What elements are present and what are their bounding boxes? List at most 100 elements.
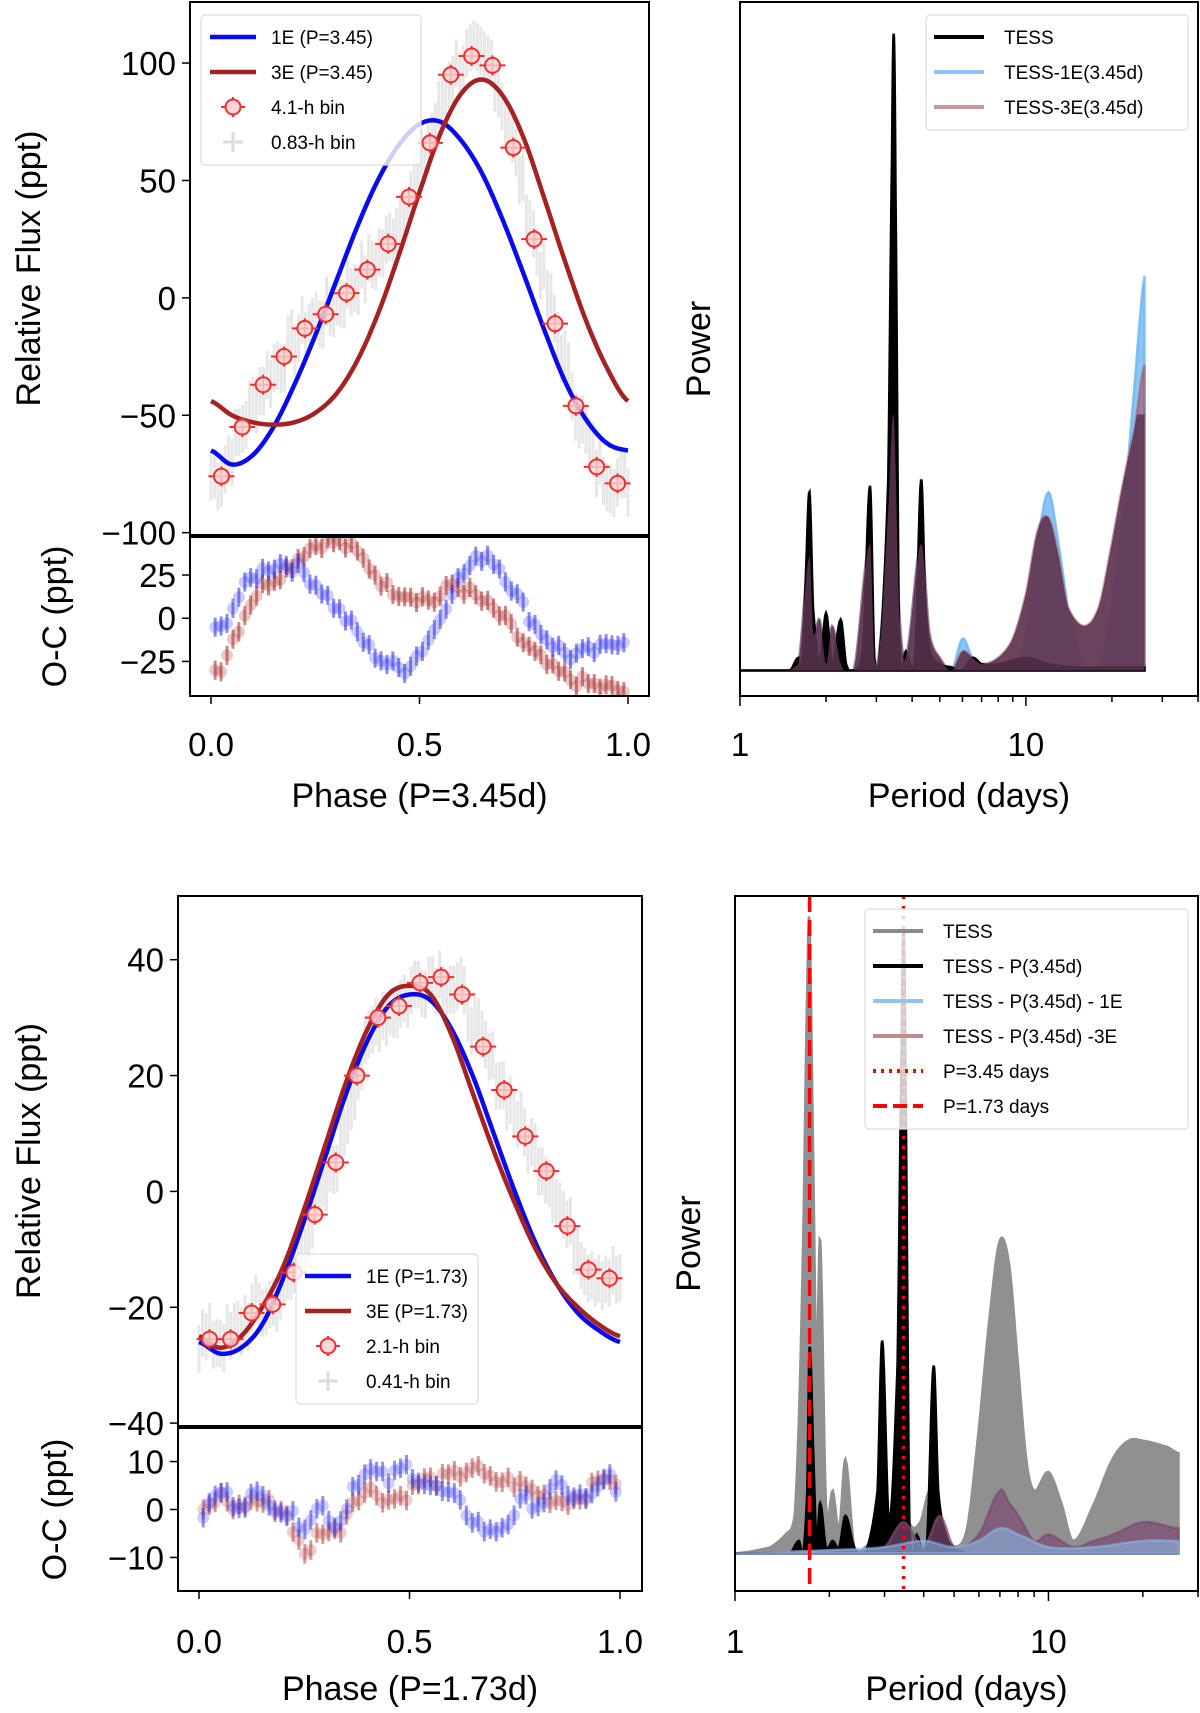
residual-point — [382, 1477, 395, 1490]
residual-point — [280, 1510, 293, 1523]
residual-point — [436, 1467, 449, 1480]
x-tick-label: 0.5 — [387, 1623, 433, 1660]
residual-point — [442, 1486, 455, 1499]
residual-point — [567, 1491, 580, 1504]
legend-item: TESS-1E(3.45d) — [934, 63, 1143, 84]
residual-point — [454, 1470, 467, 1483]
residual-point — [268, 575, 281, 588]
residual-point — [600, 637, 613, 650]
binned-point — [575, 1259, 602, 1280]
residual-point — [364, 1463, 377, 1476]
residual-point — [416, 645, 429, 658]
resid-y-tick-label: 10 — [127, 1444, 164, 1481]
residual-point — [502, 1471, 515, 1484]
residual-point — [582, 677, 595, 690]
axes-frame — [739, 1, 1199, 697]
legend-label: TESS - P(3.45d) — [943, 957, 1082, 978]
residual-point — [611, 684, 624, 696]
residual-point — [406, 1472, 419, 1485]
legend-label: 1E (P=3.45) — [271, 28, 373, 49]
residual-point — [398, 590, 411, 603]
legend: 1E (P=1.73) 3E (P=1.73) 2.1-h bin 0.41-h bi… — [295, 1253, 479, 1405]
residual-point — [478, 1467, 491, 1480]
residual-point — [538, 1496, 551, 1509]
residual-point — [490, 1525, 503, 1538]
residual-point — [309, 539, 322, 552]
residual-point — [434, 613, 447, 626]
periodogram-tess-p-3-45d-1e — [734, 1526, 1180, 1555]
residual-point — [333, 602, 346, 615]
residual-point — [463, 559, 476, 572]
residual-point — [298, 566, 311, 579]
residual-point — [221, 1485, 234, 1498]
residual-point — [215, 665, 228, 678]
binned-point-marker — [369, 1009, 387, 1027]
binned-point — [479, 55, 506, 76]
residual-point — [303, 542, 316, 555]
residual-point — [416, 590, 429, 603]
residual-point — [268, 1503, 281, 1516]
binned-point-marker — [567, 397, 585, 415]
y-axis-label: Relative Flux (ppt) — [10, 1023, 48, 1299]
legend-item: TESS — [934, 28, 1054, 49]
residual-point — [286, 566, 299, 579]
residual-point — [448, 1486, 461, 1499]
binned-point — [449, 984, 476, 1005]
panel-tl: 100 50 0 −50 −100 25 0 −25 0.0 0.5 1.0 Phase (P=3.4… — [10, 1, 651, 815]
residual-point — [422, 594, 435, 607]
binned-point-marker — [483, 56, 501, 74]
residual-point — [594, 638, 607, 651]
model-curve-1e — [210, 118, 629, 467]
axes-frame — [734, 895, 1199, 1592]
residual-point — [394, 1462, 407, 1475]
binned-point-marker — [495, 1081, 513, 1099]
residual-point — [475, 595, 488, 608]
residual-point — [286, 1525, 299, 1538]
residual-point — [215, 1486, 228, 1499]
residual-point — [251, 1495, 264, 1508]
residual-point — [376, 1496, 389, 1509]
legend-marker-icon — [224, 98, 242, 116]
residual-point — [605, 638, 618, 651]
residual-point — [256, 577, 269, 590]
legend-label: P=3.45 days — [943, 1062, 1049, 1083]
residual-point — [484, 1469, 497, 1482]
legend-label: TESS-1E(3.45d) — [1004, 63, 1143, 84]
binned-point-marker — [400, 188, 418, 206]
y-tick-label: 50 — [139, 162, 176, 199]
residual-point — [346, 1480, 359, 1493]
residual-point — [532, 1490, 545, 1503]
residual-point — [221, 649, 234, 662]
residual-point — [534, 648, 547, 661]
y-axis-label: Power — [670, 1195, 708, 1291]
panel-br: 1 10 Period (days) Power TESS TESS - P(3.45d)… — [670, 895, 1199, 1708]
residual-point — [370, 1489, 383, 1502]
residual-point — [233, 1502, 246, 1515]
residual-point — [262, 1499, 275, 1512]
residual-point — [576, 670, 589, 683]
y-tick-label: 100 — [121, 45, 176, 82]
y-tick-label: 20 — [127, 1058, 164, 1095]
residual-point — [523, 615, 536, 628]
residual-point — [430, 1479, 443, 1492]
resid-y-tick-label: −25 — [120, 643, 176, 680]
residual-point — [520, 1488, 533, 1501]
residual-point — [221, 617, 234, 630]
residual-point — [203, 1496, 216, 1509]
residual-point — [564, 673, 577, 686]
x-tick-label: 0.0 — [176, 1623, 222, 1660]
periodogram-overlap — [740, 413, 1145, 671]
binned-point-marker — [600, 1269, 618, 1287]
residual-point — [245, 1487, 258, 1500]
residual-point — [469, 550, 482, 563]
residual-point — [617, 685, 630, 696]
residual-point — [505, 585, 518, 598]
residual-point — [546, 657, 559, 670]
residual-point — [588, 677, 601, 690]
binned-point-marker — [327, 1153, 345, 1171]
legend: 1E (P=3.45) 3E (P=3.45) 4.1-h bin 0.83-h bi… — [200, 14, 422, 166]
residual-point — [274, 1506, 287, 1519]
binned-point — [470, 1036, 497, 1057]
residual-point — [493, 609, 506, 622]
residual-point — [472, 1515, 485, 1528]
